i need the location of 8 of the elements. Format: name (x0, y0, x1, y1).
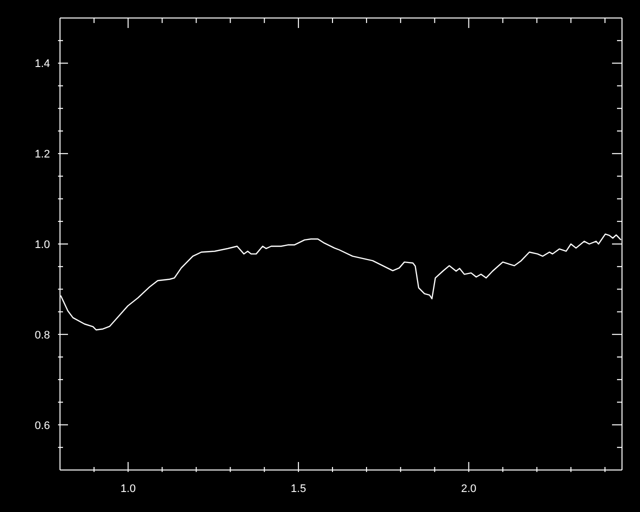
y-tick-label: 0.6 (34, 420, 50, 432)
y-tick-label: 1.4 (34, 58, 50, 70)
y-tick-label: 0.8 (34, 329, 50, 342)
x-tick-label: 1.0 (120, 483, 136, 495)
y-tick-label: 1.0 (34, 239, 50, 251)
x-tick-label: 2.0 (461, 483, 476, 495)
y-tick-label: 1.2 (34, 148, 50, 161)
x-tick-label: 1.5 (290, 483, 306, 495)
